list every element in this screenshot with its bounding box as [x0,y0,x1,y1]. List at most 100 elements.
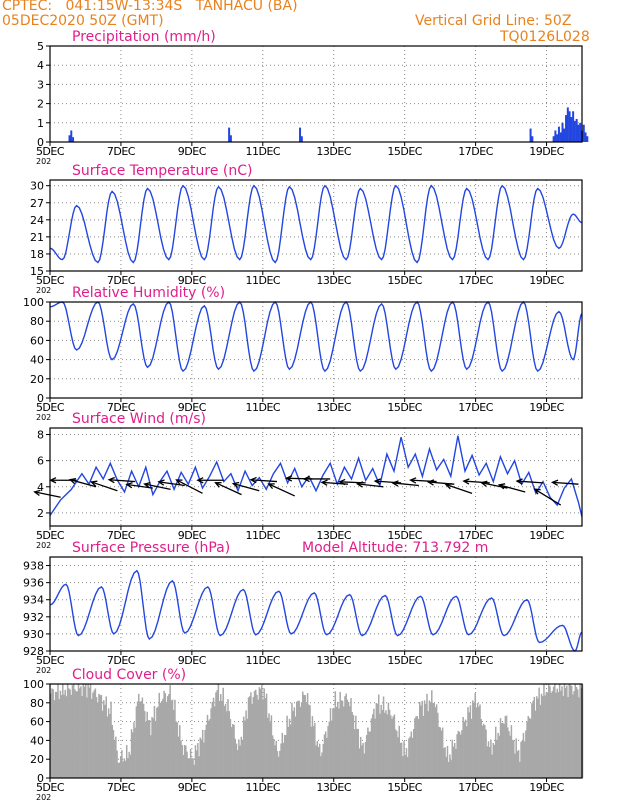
cloud-bar [405,748,408,778]
cloud-bar [83,686,86,778]
y-tick-label: 0 [37,772,44,785]
cloud-bar [539,704,542,778]
header-model-code: TQ0126L028 [500,29,590,45]
cloud-bar [286,715,288,778]
x-tick-label: 11DEC [245,274,280,287]
wind-arrow [91,481,118,492]
cloud-bar [201,729,204,778]
cloud-bar [127,758,129,778]
x-tick-label: 7DEC [107,529,136,542]
cloud-bar [68,688,70,778]
cloud-bar [189,748,192,778]
cloud-bar [151,717,153,778]
x-tick-label: 17DEC [458,781,493,794]
cloud-bar [98,693,100,778]
cloud-bar [333,708,335,778]
x-tick-label: 19DEC [529,529,564,542]
precip-bar [228,127,231,142]
cloud-bar [295,701,298,778]
cloud-bar [233,724,235,778]
wind-arrow-head [107,476,115,484]
cloud-bar [533,696,536,778]
panel-frame [49,179,583,272]
wind-arrow-head [284,475,293,482]
cloud-bar [443,748,445,778]
y-tick-label: 60 [30,716,44,729]
series-line-4 [49,569,583,652]
x-tick-label: 13DEC [316,401,351,414]
cloud-bar [107,708,110,778]
wind-arrow-head [196,477,204,484]
cloud-bar [261,685,263,778]
cloud-bar [159,702,162,778]
cloud-bar [470,718,473,778]
panel-frame [49,45,583,143]
wind-arrow-head [515,478,523,485]
cloud-bar [473,702,475,778]
cloud-bar [207,720,210,778]
cloud-bar [283,734,286,778]
x-tick-label: 17DEC [458,529,493,542]
cloud-bar [228,711,230,778]
cloud-bar [556,688,558,778]
cloud-bar [259,688,262,778]
cloud-bar [287,726,290,778]
cloud-bar [507,727,509,778]
cloud-bar [81,695,83,778]
x-tick-label: 19DEC [529,781,564,794]
cloud-bar [229,719,232,778]
cloud-bar [439,727,442,778]
cloud-bar [121,750,123,778]
cloud-bar [206,714,209,778]
y-tick-label: 20 [30,753,44,766]
wind-arrow-head [444,483,453,490]
cloud-bar [338,708,340,778]
wind-arrow [144,483,171,491]
cloud-bar [247,697,250,778]
cloud-bar [276,751,279,778]
cloud-bar [118,762,121,778]
cloud-bar [334,691,337,778]
cloud-bar [95,697,98,778]
cloud-bar [345,693,347,778]
cloud-bar [156,707,158,778]
wind-arrow [34,491,61,498]
cloud-bar [463,721,466,778]
y-tick-label: 932 [23,611,44,624]
cloud-bar [215,692,217,778]
cloud-bar [146,711,148,778]
x-tick-label: 7DEC [107,274,136,287]
wind-arrow [410,479,437,483]
y-tick-label: 2 [37,507,44,520]
x-tick-label: 9DEC [178,654,207,667]
cloud-bar [446,745,449,778]
x-tick-label: 9DEC [178,529,207,542]
cloud-bar [232,724,234,778]
cloud-bar [52,689,54,778]
precip-bar [552,136,555,142]
cloud-bar [491,754,493,778]
cloud-bar [131,732,134,778]
cloud-bar [570,685,573,778]
cloud-bar [575,687,578,778]
cloud-bar [469,705,472,778]
cloud-bar [226,711,228,778]
header-run-time: 05DEC2020 50Z (GMT) [2,13,164,29]
cloud-bar [200,739,203,778]
cloud-bar [185,745,187,778]
cloud-bar [381,709,384,778]
cloud-bar [557,692,560,778]
y-tick-label: 6 [37,455,44,468]
cloud-bar [175,721,177,778]
cloud-bar [262,699,264,778]
cloud-bar [402,756,404,778]
cloud-bar [265,693,268,778]
wind-arrow-head [409,477,417,484]
cloud-bar [576,689,579,778]
cloud-bar [145,721,147,778]
cloud-bar [361,745,363,778]
cloud-bar [285,735,287,778]
cloud-bar [484,725,486,778]
cloud-bar [574,684,577,778]
y-tick-label: 928 [23,645,44,658]
